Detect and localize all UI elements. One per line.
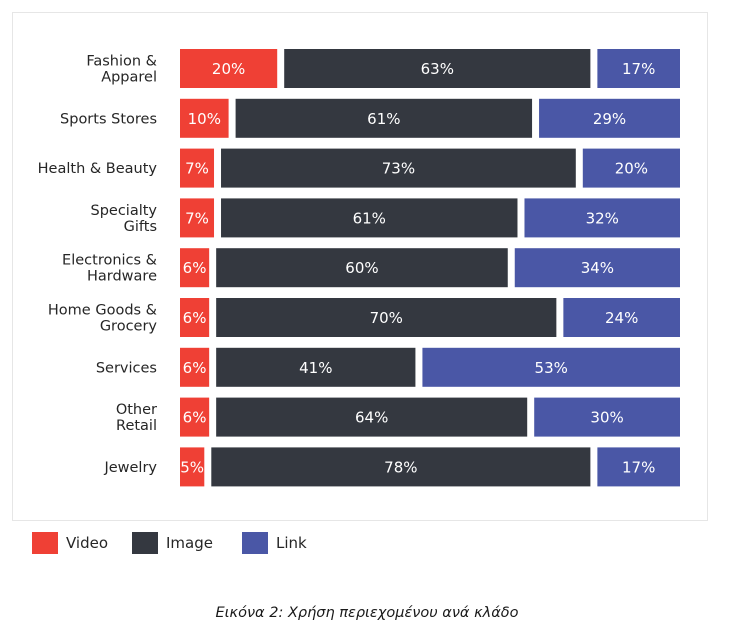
data-label-image: 63%	[421, 60, 454, 78]
bar-image	[216, 298, 557, 337]
data-label-video: 6%	[183, 309, 207, 327]
category-label: Services	[96, 360, 157, 376]
stacked-bar-chart: Fashion & Apparel 20% 63% 17% Sports Stores 10…	[32, 49, 680, 554]
category-label: Electronics & Hardware	[62, 253, 157, 285]
category-label-line: Retail	[116, 418, 157, 434]
data-label-link: 29%	[593, 110, 626, 128]
category-label: Jewelry	[103, 460, 157, 476]
legend-label-video: Video	[66, 534, 108, 552]
bar-video	[180, 447, 205, 487]
data-label-video: 6%	[183, 409, 207, 427]
bar-link	[534, 397, 680, 437]
figure-caption: Εικόνα 2: Χρήση περιεχομένου ανά κλάδο	[215, 605, 519, 621]
category-label: Health & Beauty	[38, 161, 158, 177]
bar-image	[221, 198, 518, 238]
legend-label-image: Image	[166, 534, 213, 552]
data-label-video: 7%	[185, 209, 209, 227]
data-label-link: 24%	[605, 309, 638, 327]
bar-link	[582, 148, 680, 188]
bar-video	[180, 148, 215, 188]
data-label-video: 10%	[188, 110, 221, 128]
data-label-link: 20%	[615, 160, 648, 178]
category-label-line: Health & Beauty	[38, 161, 158, 177]
category-label-line: Hardware	[87, 269, 157, 285]
bar-video	[180, 98, 229, 138]
data-label-image: 61%	[353, 209, 386, 227]
bar-image	[235, 98, 533, 138]
data-label-image: 78%	[384, 458, 417, 476]
category-label-line: Services	[96, 360, 157, 376]
data-label-video: 20%	[212, 60, 245, 78]
legend-swatch-video	[32, 532, 58, 554]
category-label: Other Retail	[116, 402, 157, 434]
bar-link	[524, 198, 680, 238]
bar-link	[597, 49, 680, 88]
data-label-image: 70%	[370, 309, 403, 327]
data-label-image: 73%	[382, 160, 415, 178]
legend-label-link: Link	[276, 534, 307, 552]
data-label-image: 61%	[367, 110, 400, 128]
data-label-link: 32%	[586, 209, 619, 227]
category-label-line: Home Goods &	[48, 303, 157, 319]
category-label-line: Specialty	[90, 203, 157, 219]
bar-video	[180, 198, 215, 238]
data-label-link: 17%	[622, 458, 655, 476]
data-label-video: 7%	[185, 160, 209, 178]
data-label-video: 5%	[180, 458, 204, 476]
data-label-link: 17%	[622, 60, 655, 78]
bar-link	[597, 447, 680, 487]
data-label-link: 53%	[535, 359, 568, 377]
bar-link	[563, 298, 680, 337]
category-label-line: Sports Stores	[60, 111, 157, 127]
bar-link	[422, 347, 680, 387]
bar-link	[539, 98, 680, 138]
bar-image	[216, 347, 416, 387]
data-label-link: 34%	[581, 259, 614, 277]
legend-swatch-image	[132, 532, 158, 554]
bar-image	[221, 148, 576, 188]
category-label-line: Fashion &	[86, 54, 157, 70]
bar-video	[180, 49, 278, 88]
data-label-link: 30%	[590, 409, 623, 427]
bar-image	[284, 49, 591, 88]
category-label: Home Goods & Grocery	[48, 303, 158, 335]
data-label-image: 41%	[299, 359, 332, 377]
data-label-video: 6%	[183, 259, 207, 277]
data-label-image: 64%	[355, 409, 388, 427]
bar-video	[180, 298, 210, 337]
category-label-line: Gifts	[124, 219, 157, 235]
bar-image	[216, 248, 508, 288]
category-label: Specialty Gifts	[90, 203, 157, 235]
category-label-line: Grocery	[100, 319, 158, 335]
data-label-video: 6%	[183, 359, 207, 377]
category-label: Fashion & Apparel	[86, 54, 157, 86]
category-label-line: Jewelry	[103, 460, 157, 476]
category-label-line: Electronics &	[62, 253, 157, 269]
bar-video	[180, 248, 210, 288]
category-label: Sports Stores	[60, 111, 157, 127]
category-label-line: Other	[116, 402, 157, 418]
bar-video	[180, 397, 210, 437]
bar-image	[216, 397, 528, 437]
bar-video	[180, 347, 210, 387]
legend-swatch-link	[242, 532, 268, 554]
data-label-image: 60%	[345, 259, 378, 277]
category-label-line: Apparel	[101, 70, 157, 86]
bar-link	[514, 248, 680, 288]
bar-image	[211, 447, 591, 487]
